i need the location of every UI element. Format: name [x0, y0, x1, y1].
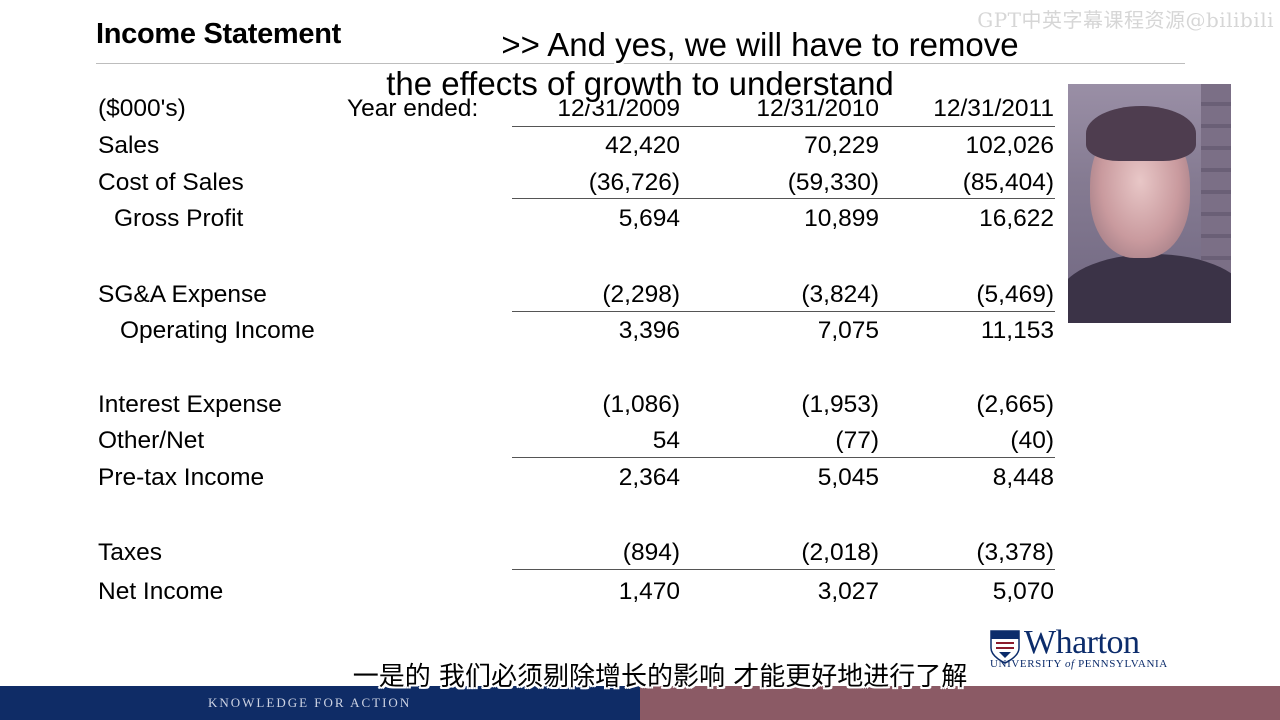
sga-2011: (5,469) — [976, 281, 1054, 308]
row-label-interest-expense: Interest Expense — [98, 391, 282, 418]
gross-profit-2010: 10,899 — [804, 205, 879, 232]
year-ended-label: Year ended: — [347, 95, 479, 122]
net-income-2010: 3,027 — [817, 578, 879, 605]
row-label-operating-income: Operating Income — [120, 317, 315, 344]
row-label-other-net: Other/Net — [98, 427, 205, 454]
other-net-2011: (40) — [1010, 427, 1054, 454]
sales-2011: 102,026 — [965, 132, 1054, 159]
presenter-hair — [1086, 106, 1196, 161]
row-label-net-income: Net Income — [98, 578, 224, 605]
subtotal-line — [512, 569, 1055, 570]
interest-expense-2009: (1,086) — [602, 391, 680, 418]
taxes-2010: (2,018) — [801, 539, 879, 566]
watermark: GPT中英字幕课程资源@bilibili — [977, 8, 1274, 32]
sales-2010: 70,229 — [804, 132, 879, 159]
subtitle-chinese: 一是的 我们必须剔除增长的影响 才能更好地进行了解 — [352, 662, 968, 692]
cost-of-sales-2011: (85,404) — [962, 169, 1054, 196]
university-of: of — [1064, 658, 1075, 670]
column-header-2010: 12/31/2010 — [756, 95, 879, 122]
subtitle-english-line-2: the effects of growth to understand — [386, 65, 894, 102]
wharton-wordmark: Wharton — [1024, 624, 1140, 661]
taxes-2011: (3,378) — [976, 539, 1054, 566]
taxes-2009: (894) — [622, 539, 680, 566]
gross-profit-2011: 16,622 — [979, 205, 1054, 232]
units-label: ($000's) — [98, 95, 186, 122]
header-underline — [512, 126, 1055, 127]
presenter-video — [1068, 84, 1231, 323]
row-label-sga-expense: SG&A Expense — [98, 281, 267, 308]
row-label-taxes: Taxes — [98, 539, 163, 566]
subtotal-line — [512, 457, 1055, 458]
university-name: UNIVERSITY of PENNSYLVANIA — [990, 658, 1168, 670]
subtotal-line — [512, 311, 1055, 312]
gross-profit-2009: 5,694 — [618, 205, 680, 232]
other-net-2010: (77) — [835, 427, 879, 454]
slide-title: Income Statement — [96, 18, 341, 50]
net-income-2011: 5,070 — [992, 578, 1054, 605]
wharton-logo: Wharton UNIVERSITY of PENNSYLVANIA — [990, 624, 1190, 672]
cost-of-sales-2010: (59,330) — [787, 169, 879, 196]
operating-income-2009: 3,396 — [618, 317, 680, 344]
interest-expense-2010: (1,953) — [801, 391, 879, 418]
other-net-2009: 54 — [652, 427, 680, 454]
sales-2009: 42,420 — [605, 132, 680, 159]
row-label-pretax-income: Pre-tax Income — [98, 464, 265, 491]
footer-bar-blue — [0, 686, 640, 720]
penn-shield-icon — [990, 630, 1020, 664]
university-prefix: UNIVERSITY — [990, 658, 1062, 670]
sga-2010: (3,824) — [801, 281, 879, 308]
footer-tagline: KNOWLEDGE FOR ACTION — [208, 695, 412, 710]
row-label-sales: Sales — [98, 132, 160, 159]
subtitle-english-line-1: >> And yes, we will have to remove — [501, 26, 1019, 63]
footer-bar-red — [640, 686, 1280, 720]
pretax-income-2009: 2,364 — [618, 464, 680, 491]
cost-of-sales-2009: (36,726) — [588, 169, 680, 196]
operating-income-2010: 7,075 — [817, 317, 879, 344]
column-header-2009: 12/31/2009 — [557, 95, 680, 122]
pretax-income-2010: 5,045 — [817, 464, 879, 491]
row-label-gross-profit: Gross Profit — [114, 205, 244, 232]
subtotal-line — [512, 198, 1055, 199]
university-suffix: PENNSYLVANIA — [1078, 658, 1168, 670]
presenter-shoulders — [1068, 254, 1231, 323]
column-header-2011: 12/31/2011 — [933, 95, 1054, 122]
operating-income-2011: 11,153 — [980, 317, 1054, 344]
row-label-cost-of-sales: Cost of Sales — [98, 169, 244, 196]
sga-2009: (2,298) — [602, 281, 680, 308]
title-divider — [96, 63, 1185, 64]
pretax-income-2011: 8,448 — [992, 464, 1054, 491]
net-income-2009: 1,470 — [618, 578, 680, 605]
interest-expense-2011: (2,665) — [976, 391, 1054, 418]
